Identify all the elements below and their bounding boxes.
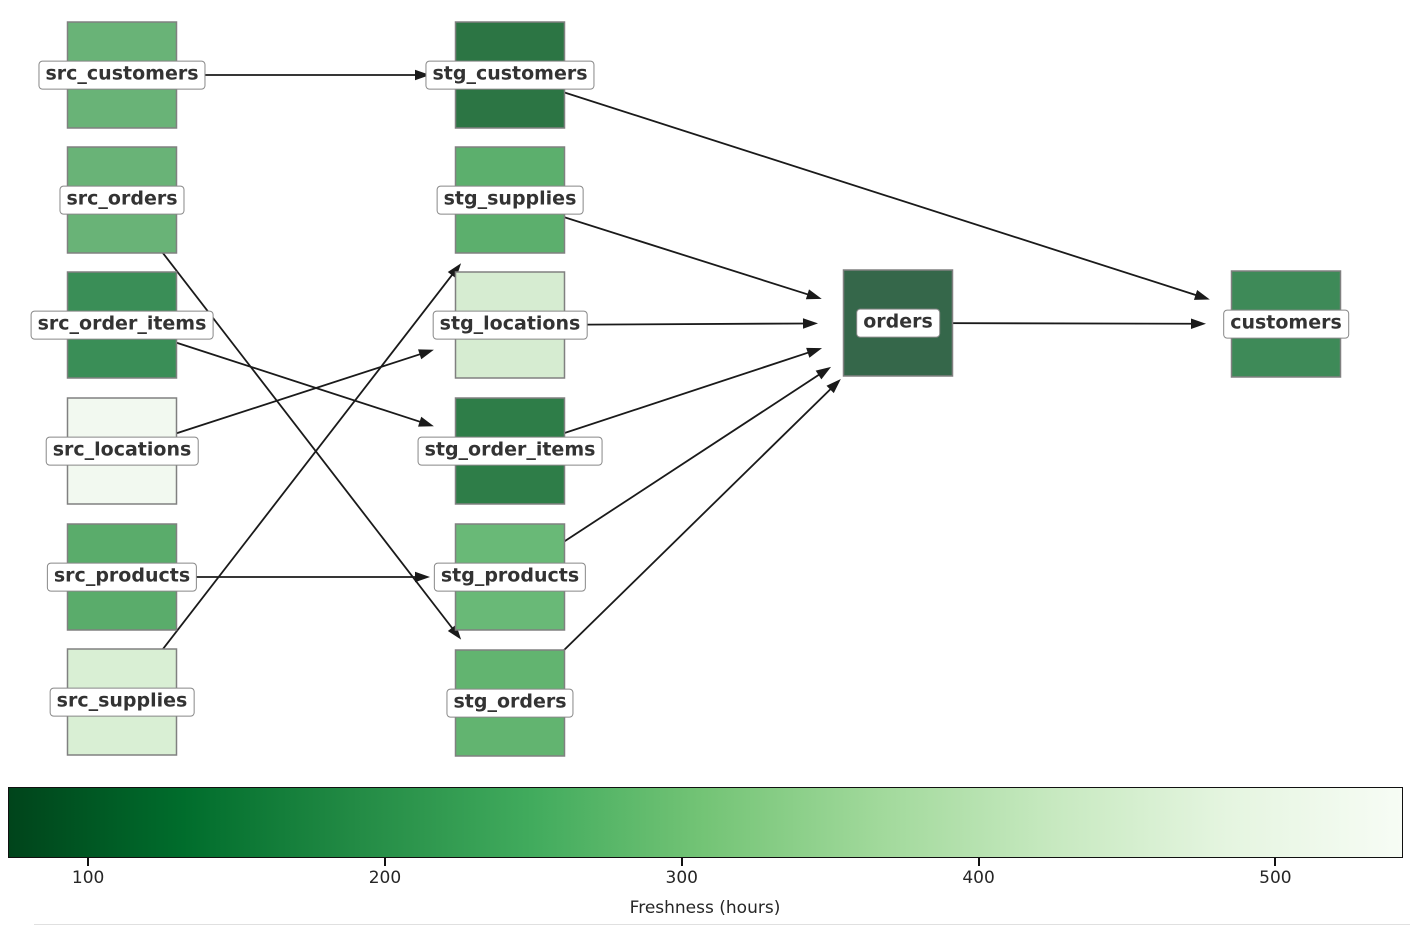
node-label-stg_products: stg_products (433, 562, 587, 592)
colorbar-tick-label: 300 (665, 868, 698, 888)
edge-arrowhead (415, 571, 430, 583)
node-label-src_customers: src_customers (38, 60, 206, 90)
edge-arrowhead (418, 349, 434, 360)
node-label-src_products: src_products (46, 562, 198, 592)
edge-arrowhead (1190, 318, 1207, 329)
node-label-src_order_items: src_order_items (30, 310, 214, 340)
edge-arrowhead (815, 366, 832, 380)
edge-src_supplies-to-stg_supplies (121, 263, 462, 703)
node-label-orders: orders (856, 308, 940, 338)
bottom-edge-line (34, 924, 1410, 925)
colorbar-tick (383, 858, 386, 866)
node-label-src_supplies: src_supplies (49, 687, 195, 717)
colorbar-gradient (8, 787, 1403, 858)
colorbar-tick-label: 200 (368, 868, 402, 888)
edge-arrowhead (802, 318, 819, 329)
edge-stg_customers-to-customers (509, 74, 1210, 300)
node-label-stg_customers: stg_customers (425, 60, 595, 90)
lineage-graph-svg (66, 21, 1342, 757)
edge-arrowhead (805, 289, 822, 300)
node-label-src_orders: src_orders (59, 185, 185, 215)
edge-src_orders-to-stg_orders (121, 199, 462, 640)
node-label-src_locations: src_locations (45, 436, 199, 466)
edge-arrowhead (447, 624, 462, 640)
node-label-stg_order_items: stg_order_items (417, 436, 603, 466)
edge-arrowhead (418, 416, 434, 427)
colorbar-axis-label: Freshness (hours) (629, 898, 781, 918)
colorbar-tick (1274, 858, 1277, 866)
colorbar-tick (977, 858, 980, 866)
node-label-stg_supplies: stg_supplies (436, 185, 584, 215)
colorbar-tick (87, 858, 90, 866)
edge-arrowhead (826, 378, 841, 394)
edge-arrowhead (447, 263, 462, 279)
edge-arrowhead (806, 347, 823, 358)
colorbar-tick-label: 500 (1259, 868, 1292, 888)
nodes-layer (66, 21, 1342, 757)
colorbar-tick (680, 858, 683, 866)
colorbar-tick-label: 400 (962, 868, 995, 888)
colorbar-tick-label: 100 (71, 868, 105, 888)
edge-arrowhead (415, 69, 430, 81)
node-label-customers: customers (1223, 309, 1349, 339)
edge-arrowhead (1193, 290, 1210, 300)
node-label-stg_locations: stg_locations (432, 310, 588, 340)
node-label-stg_orders: stg_orders (446, 688, 574, 718)
edges-layer (121, 69, 1210, 704)
